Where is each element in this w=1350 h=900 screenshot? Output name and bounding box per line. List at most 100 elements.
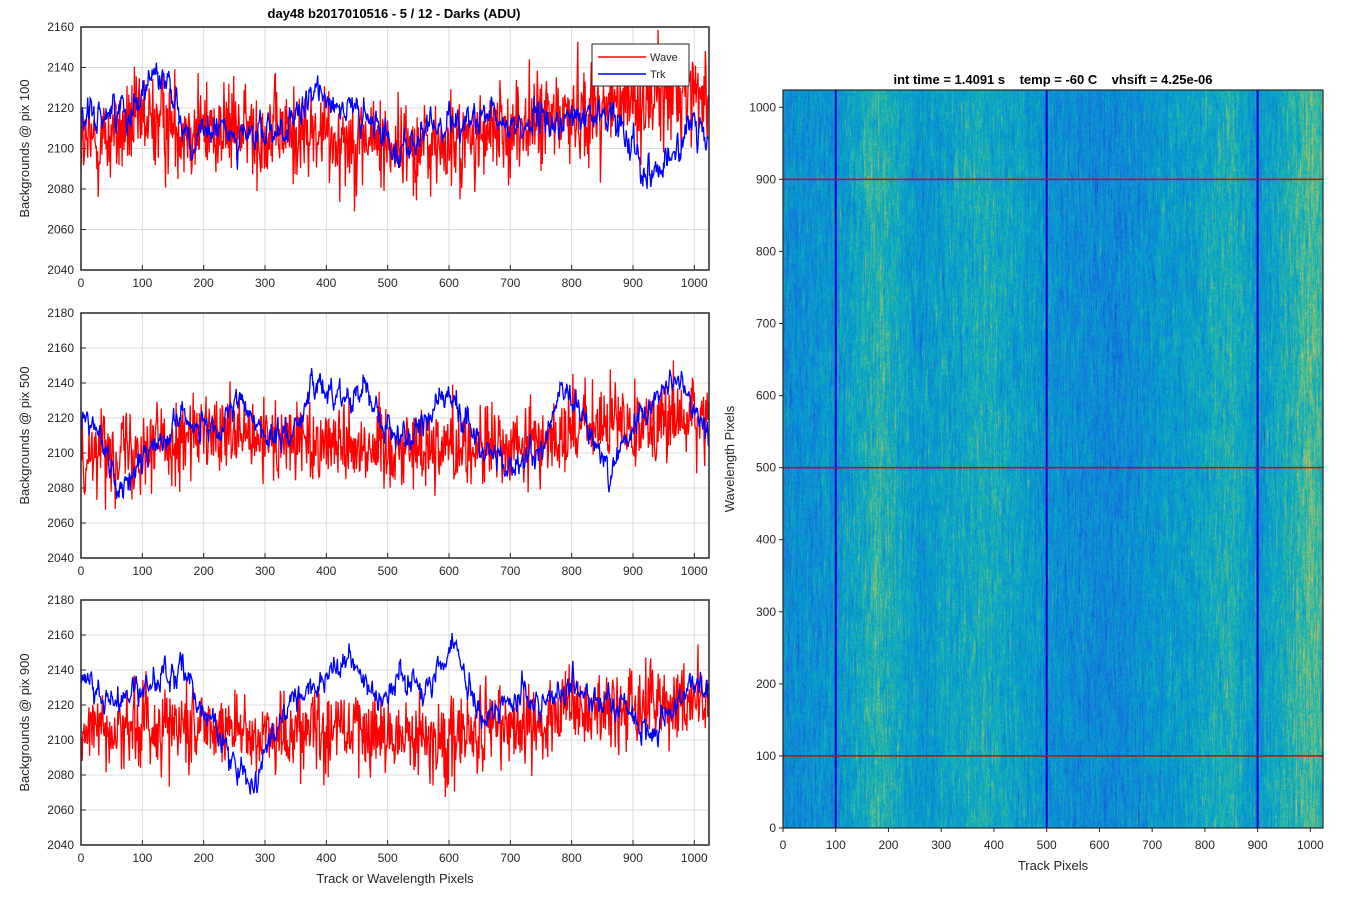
y-tick-label: 2080 [47, 481, 74, 495]
series-group [81, 29, 709, 212]
y-tick-label: 0 [769, 821, 776, 835]
chart-darkimage: 0 100 200 300 400 500 600 700 800 900 1000 0 100 200 3… [722, 72, 1324, 873]
x-tick-label: 300 [931, 838, 951, 852]
y-tick-label: 200 [756, 677, 776, 691]
x-tick-label: 800 [1195, 838, 1215, 852]
chart-bg900: 0 100 200 300 400 500 600 700 800 900 1000 2040 2060… [17, 593, 710, 886]
y-tick-label: 2160 [47, 341, 74, 355]
x-tick-label: 400 [316, 851, 336, 865]
y-tick-label: 2040 [47, 838, 74, 852]
chart-bg100: 0 100 200 300 400 500 600 700 800 900 1000 2040 2060… [17, 20, 710, 290]
x-tick-label: 200 [194, 564, 214, 578]
x-tick-label: 700 [500, 276, 520, 290]
x-tick-label: 100 [132, 564, 152, 578]
x-tick-label: 1000 [1297, 838, 1324, 852]
x-tick-label: 200 [878, 838, 898, 852]
x-tick-label: 1000 [681, 276, 708, 290]
heatmap-canvas [783, 90, 1323, 828]
series-line-trk [81, 368, 709, 500]
x-tick-label: 600 [439, 851, 459, 865]
y-tick-label: 2160 [47, 628, 74, 642]
y-tick-label: 2140 [47, 61, 74, 75]
y-tick-label: 2180 [47, 306, 74, 320]
y-tick-label: 2080 [47, 182, 74, 196]
y-tick-label: 500 [756, 461, 776, 475]
x-tick-label: 300 [255, 276, 275, 290]
legend-label-wave: Wave [650, 52, 678, 64]
x-tick-label: 0 [78, 564, 85, 578]
x-axis-label: Track Pixels [1018, 858, 1089, 873]
x-tick-label: 200 [194, 851, 214, 865]
figure-title: day48 b2017010516 - 5 / 12 - Darks (ADU) [268, 6, 521, 21]
y-tick-label: 2040 [47, 263, 74, 277]
y-tick-label: 2120 [47, 411, 74, 425]
x-tick-label: 0 [78, 851, 85, 865]
series-group [81, 360, 709, 510]
x-tick-label: 100 [826, 838, 846, 852]
legend-label-trk: Trk [650, 69, 666, 81]
x-tick-label: 500 [1037, 838, 1057, 852]
y-tick-label: 2100 [47, 446, 74, 460]
x-tick-label: 200 [194, 276, 214, 290]
x-axis-label: Track or Wavelength Pixels [316, 871, 474, 886]
axes-box [80, 312, 710, 559]
x-tick-label: 900 [623, 851, 643, 865]
x-tick-label: 300 [255, 851, 275, 865]
x-tick-label: 700 [500, 564, 520, 578]
x-tick-label: 900 [623, 564, 643, 578]
y-tick-label: 2180 [47, 593, 74, 607]
x-tick-label: 800 [562, 564, 582, 578]
y-tick-label: 1000 [749, 100, 776, 114]
y-axis-label: Backgrounds @ pix 100 [17, 79, 32, 217]
y-axis-label: Wavelength Pixels [722, 405, 737, 512]
x-tick-label: 500 [378, 564, 398, 578]
y-tick-label: 2060 [47, 516, 74, 530]
y-axis-label: Backgrounds @ pix 500 [17, 366, 32, 504]
axes-box [80, 599, 710, 846]
axes-box [80, 26, 710, 271]
series-line-wave [81, 360, 709, 510]
y-tick-label: 2100 [47, 733, 74, 747]
x-tick-label: 600 [439, 564, 459, 578]
x-tick-label: 0 [780, 838, 787, 852]
heatmap-title: int time = 1.4091 s temp = -60 C vhsift … [893, 72, 1212, 87]
y-tick-label: 2120 [47, 101, 74, 115]
y-tick-label: 2160 [47, 20, 74, 34]
x-tick-label: 400 [316, 564, 336, 578]
x-tick-label: 700 [500, 851, 520, 865]
x-tick-label: 400 [316, 276, 336, 290]
series-line-trk [81, 62, 709, 189]
y-tick-label: 300 [756, 605, 776, 619]
axes-box [782, 89, 1324, 829]
y-tick-label: 2140 [47, 663, 74, 677]
x-tick-label: 1000 [681, 851, 708, 865]
x-tick-label: 300 [255, 564, 275, 578]
chart-bg500: 0 100 200 300 400 500 600 700 800 900 1000 2040 2060… [17, 306, 710, 578]
x-tick-label: 900 [623, 276, 643, 290]
legend-box [591, 43, 690, 87]
y-tick-label: 2040 [47, 551, 74, 565]
series-line-trk [81, 632, 709, 795]
series-group [81, 632, 709, 798]
y-tick-label: 2140 [47, 376, 74, 390]
x-tick-label: 900 [1248, 838, 1268, 852]
y-tick-label: 100 [756, 749, 776, 763]
x-tick-label: 800 [562, 851, 582, 865]
y-tick-label: 800 [756, 244, 776, 258]
y-axis-label: Backgrounds @ pix 900 [17, 653, 32, 791]
x-tick-label: 400 [984, 838, 1004, 852]
y-tick-label: 2120 [47, 698, 74, 712]
x-tick-label: 100 [132, 276, 152, 290]
x-tick-label: 600 [439, 276, 459, 290]
y-tick-label: 2060 [47, 803, 74, 817]
x-tick-label: 700 [1142, 838, 1162, 852]
x-tick-label: 600 [1089, 838, 1109, 852]
y-tick-label: 2100 [47, 142, 74, 156]
y-tick-label: 400 [756, 533, 776, 547]
x-tick-label: 500 [378, 851, 398, 865]
x-tick-label: 500 [378, 276, 398, 290]
y-tick-label: 700 [756, 317, 776, 331]
x-tick-label: 100 [132, 851, 152, 865]
x-tick-label: 800 [562, 276, 582, 290]
